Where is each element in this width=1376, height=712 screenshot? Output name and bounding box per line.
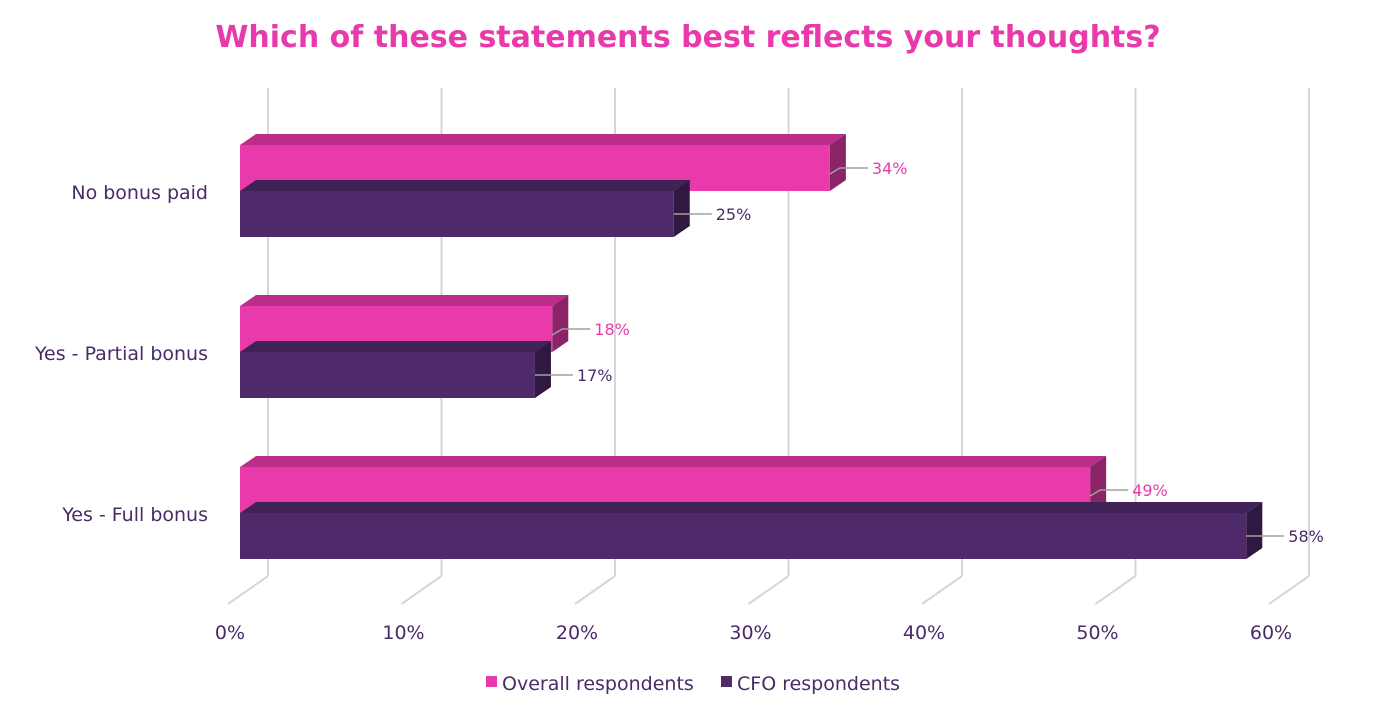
- legend: Overall respondents CFO respondents: [486, 673, 900, 695]
- data-label-leader: [551, 328, 591, 336]
- gridline-floor: [227, 575, 269, 605]
- bar-side-face: [1090, 456, 1107, 513]
- x-tick-label: 50%: [1076, 622, 1118, 644]
- category-label: Yes - Full bonus: [61, 504, 208, 526]
- x-tick-label: 10%: [382, 622, 424, 644]
- gridline-floor: [1268, 575, 1310, 605]
- bar-side-face: [552, 295, 569, 352]
- bars: [240, 134, 1263, 559]
- category-labels: No bonus paid Yes - Partial bonus Yes - Fu…: [34, 182, 208, 526]
- x-tick-label: 60%: [1250, 622, 1292, 644]
- data-label: 18%: [594, 320, 630, 339]
- x-tick-label: 0%: [215, 622, 245, 644]
- x-tick-label: 20%: [556, 622, 598, 644]
- gridline-floor: [574, 575, 616, 605]
- data-labels: 34% 25% 18% 17% 49% 58%: [534, 159, 1324, 546]
- legend-label-cfo: CFO respondents: [737, 673, 900, 695]
- legend-label-overall: Overall respondents: [502, 673, 694, 695]
- bar-top-face: [240, 295, 569, 306]
- data-label: 17%: [577, 366, 613, 385]
- data-label: 25%: [716, 205, 752, 224]
- bar-top-face: [240, 180, 690, 191]
- bar-top-face: [240, 456, 1107, 467]
- bar-top-face: [240, 502, 1263, 513]
- bar: [240, 513, 1247, 559]
- x-tick-label: 40%: [903, 622, 945, 644]
- category-label: No bonus paid: [71, 182, 208, 204]
- gridline-floor: [921, 575, 963, 605]
- bar-side-face: [1246, 502, 1263, 559]
- data-label-leader: [1089, 489, 1129, 497]
- bar-side-face: [829, 134, 846, 191]
- category-label: Yes - Partial bonus: [34, 343, 208, 365]
- data-label: 49%: [1132, 481, 1168, 500]
- data-label-leader: [829, 167, 868, 175]
- bar-top-face: [240, 341, 551, 352]
- data-label: 34%: [872, 159, 908, 178]
- x-axis-ticks: 0% 10% 20% 30% 40% 50% 60%: [215, 622, 1292, 644]
- bar-side-face: [534, 341, 551, 398]
- chart-title: Which of these statements best reflects …: [215, 20, 1160, 55]
- x-tick-label: 30%: [729, 622, 771, 644]
- bar-top-face: [240, 134, 846, 145]
- legend-swatch-overall: [486, 676, 497, 687]
- gridline-floor: [1094, 575, 1137, 605]
- gridline-floor: [400, 575, 443, 605]
- data-label: 58%: [1288, 527, 1324, 546]
- bar: [240, 352, 535, 398]
- bar-side-face: [673, 180, 690, 237]
- bar: [240, 191, 674, 237]
- gridline-floor: [747, 575, 790, 605]
- legend-swatch-cfo: [721, 676, 732, 687]
